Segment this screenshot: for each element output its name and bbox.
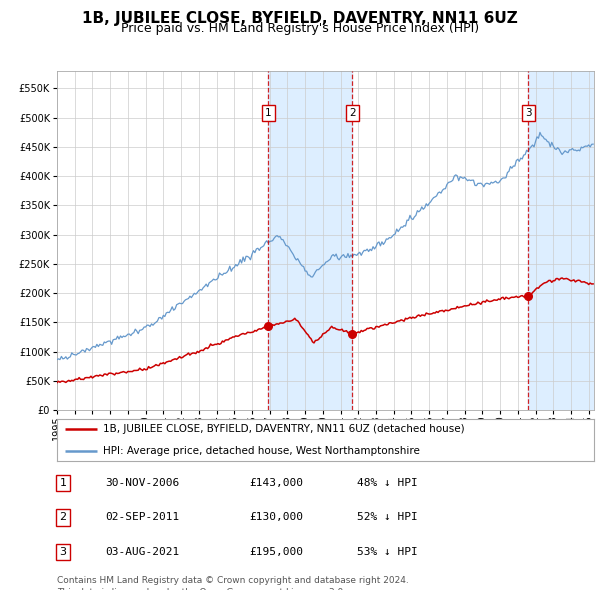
Text: 02-SEP-2011: 02-SEP-2011 <box>105 513 179 522</box>
Text: 1: 1 <box>265 108 272 118</box>
Text: 3: 3 <box>525 108 532 118</box>
Text: HPI: Average price, detached house, West Northamptonshire: HPI: Average price, detached house, West… <box>103 446 419 455</box>
Bar <box>528 71 594 410</box>
Text: £130,000: £130,000 <box>249 513 303 522</box>
Text: 53% ↓ HPI: 53% ↓ HPI <box>357 547 418 556</box>
Text: 1B, JUBILEE CLOSE, BYFIELD, DAVENTRY, NN11 6UZ (detached house): 1B, JUBILEE CLOSE, BYFIELD, DAVENTRY, NN… <box>103 424 464 434</box>
Text: 30-NOV-2006: 30-NOV-2006 <box>105 478 179 488</box>
Bar <box>268 71 352 410</box>
Text: 03-AUG-2021: 03-AUG-2021 <box>105 547 179 556</box>
Text: 48% ↓ HPI: 48% ↓ HPI <box>357 478 418 488</box>
Text: Contains HM Land Registry data © Crown copyright and database right 2024.
This d: Contains HM Land Registry data © Crown c… <box>57 576 409 590</box>
Text: Price paid vs. HM Land Registry's House Price Index (HPI): Price paid vs. HM Land Registry's House … <box>121 22 479 35</box>
Text: 52% ↓ HPI: 52% ↓ HPI <box>357 513 418 522</box>
Text: 3: 3 <box>59 547 67 556</box>
Text: £195,000: £195,000 <box>249 547 303 556</box>
Text: 2: 2 <box>59 513 67 522</box>
Text: 1: 1 <box>59 478 67 488</box>
Text: £143,000: £143,000 <box>249 478 303 488</box>
Text: 1B, JUBILEE CLOSE, BYFIELD, DAVENTRY, NN11 6UZ: 1B, JUBILEE CLOSE, BYFIELD, DAVENTRY, NN… <box>82 11 518 25</box>
Text: 2: 2 <box>349 108 356 118</box>
